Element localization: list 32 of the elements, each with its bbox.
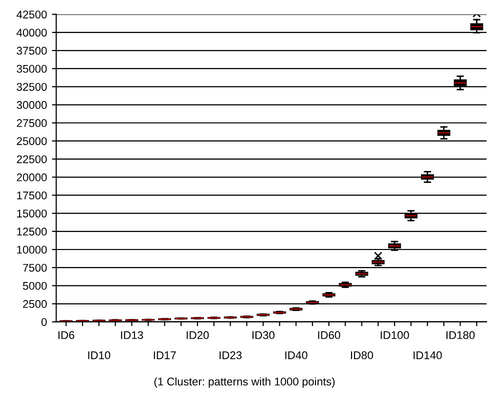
- y-tick-label: 7500: [23, 264, 47, 272]
- y-tick-label: 12500: [17, 228, 47, 236]
- y-tick-label: 17500: [17, 192, 47, 200]
- x-tick-label: ID60: [318, 331, 340, 340]
- y-tick-label: 37500: [16, 46, 47, 55]
- x-tick-label: ID13: [121, 331, 144, 340]
- text: (1 Cluster: patterns with 1000 points): [154, 377, 335, 388]
- x-tick-label: ID6: [58, 331, 74, 340]
- y-tick-label: 2500: [23, 300, 47, 308]
- x-tick-label: ID100: [380, 331, 409, 340]
- y-tick-label: 5000: [22, 282, 47, 290]
- y-tick-label: 20000: [16, 173, 47, 182]
- x-tick-label: ID20: [186, 331, 209, 340]
- x-tick-label: ID140: [414, 351, 442, 360]
- x-tick-label: ID40: [285, 351, 308, 360]
- y-tick-label: 0: [41, 318, 47, 326]
- y-tick-label: 10000: [17, 246, 47, 254]
- y-tick-label: 32500: [16, 82, 47, 91]
- y-tick-label: 22500: [16, 155, 47, 164]
- x-tick-label: ID17: [154, 351, 176, 360]
- x-tick-label: ID23: [220, 351, 242, 360]
- y-tick-label: 42500: [16, 10, 47, 18]
- y-tick-label: 15000: [17, 210, 47, 218]
- y-tick-label: 35000: [16, 64, 47, 73]
- y-tick-label: 30000: [16, 101, 47, 109]
- y-tick-label: 40000: [16, 28, 47, 37]
- x-tick-label: ID30: [252, 331, 274, 340]
- x-tick-label: ID10: [88, 351, 110, 360]
- y-tick-label: 27500: [16, 119, 47, 128]
- y-tick-label: 25000: [16, 137, 47, 146]
- x-tick-label: ID180: [446, 331, 475, 340]
- x-tick-label: ID80: [351, 351, 374, 360]
